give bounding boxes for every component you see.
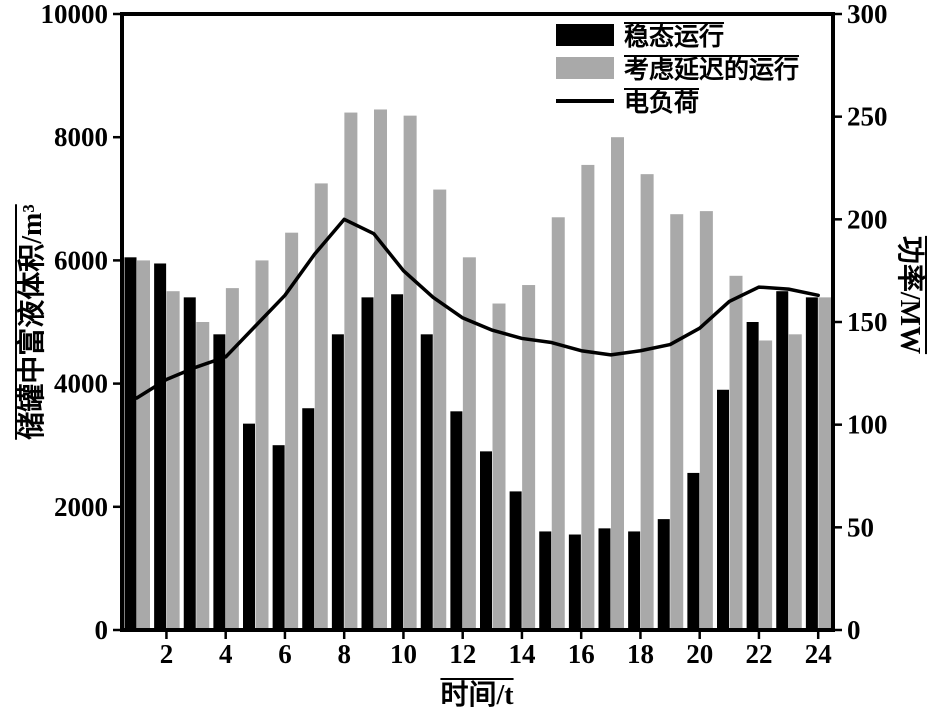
bar-steady [302, 408, 315, 630]
legend: 稳态运行 考虑延迟的运行 电负荷 [556, 22, 799, 117]
bar-steady [568, 534, 581, 630]
bar-delayed [285, 232, 299, 630]
legend-swatch-gray-bar [556, 57, 614, 79]
bar-steady [331, 334, 344, 630]
bar-delayed [462, 257, 476, 630]
bar-delayed [788, 334, 802, 630]
x-tick-label: 16 [568, 639, 595, 669]
x-tick-label: 12 [449, 639, 476, 669]
legend-item-steady: 稳态运行 [556, 22, 799, 51]
bar-steady [450, 411, 463, 630]
x-axis-title: 时间/t [440, 680, 514, 711]
bar-delayed [640, 174, 654, 630]
legend-swatch-black-bar [556, 24, 614, 46]
bar-delayed [670, 214, 684, 630]
left-tick-label: 6000 [54, 245, 108, 275]
legend-item-delayed: 考虑延迟的运行 [556, 55, 799, 84]
bar-delayed [581, 164, 595, 631]
bar-delayed [611, 137, 624, 630]
bar-delayed [374, 109, 387, 631]
bar-delayed [818, 297, 832, 630]
x-tick-label: 24 [805, 639, 832, 669]
bar-steady [687, 472, 700, 630]
x-tick-label: 10 [390, 639, 417, 669]
bar-delayed [403, 115, 417, 630]
bar-steady [776, 291, 789, 630]
bar-delayed [433, 189, 447, 630]
bar-delayed [314, 183, 328, 630]
legend-label-delayed: 考虑延迟的运行 [624, 57, 800, 84]
bar-steady [717, 389, 729, 630]
right-tick-label: 100 [847, 410, 888, 440]
bar-delayed [492, 303, 506, 630]
bar-delayed [255, 260, 269, 630]
bar-delayed [166, 291, 180, 630]
right-tick-label: 300 [847, 0, 888, 29]
bar-delayed [759, 340, 773, 630]
bar-delayed [729, 275, 743, 630]
left-tick-label: 0 [95, 615, 109, 645]
bar-steady [154, 263, 167, 630]
x-tick-label: 2 [160, 639, 174, 669]
x-tick-label: 18 [627, 639, 654, 669]
bar-steady [272, 445, 285, 630]
legend-label-steady: 稳态运行 [624, 24, 725, 51]
right-tick-label: 200 [847, 204, 888, 234]
bar-steady [361, 297, 374, 630]
right-tick-label: 50 [847, 512, 874, 542]
bar-delayed [551, 217, 565, 630]
bar-steady [391, 294, 404, 630]
bar-steady [213, 334, 226, 630]
bar-steady [598, 528, 611, 630]
bar-steady [420, 334, 433, 630]
right-tick-label: 0 [847, 615, 861, 645]
x-tick-label: 22 [745, 639, 772, 669]
right-tick-label: 250 [847, 102, 888, 132]
legend-label-load: 电负荷 [624, 90, 700, 117]
right-axis-title: 功率/MW [894, 235, 925, 355]
legend-item-load: 电负荷 [556, 88, 799, 117]
left-tick-label: 8000 [54, 122, 108, 152]
bar-delayed [344, 112, 358, 630]
left-axis-title: 储罐中富液体积/m³ [17, 204, 48, 440]
bar-steady [746, 322, 759, 630]
bar-steady [657, 519, 670, 630]
bar-delayed [522, 285, 536, 630]
bar-delayed [137, 260, 150, 630]
bar-steady [480, 451, 492, 630]
bar-steady [628, 531, 641, 630]
bar-steady [124, 257, 137, 630]
x-tick-label: 20 [686, 639, 713, 669]
bar-steady [243, 423, 255, 630]
bar-steady [539, 531, 552, 630]
load-line [135, 217, 820, 400]
bar-delayed [699, 211, 713, 630]
bar-steady [509, 491, 522, 630]
x-tick-label: 14 [508, 639, 535, 669]
bar-delayed [225, 288, 239, 630]
left-tick-label: 2000 [54, 492, 108, 522]
bar-steady [183, 297, 196, 630]
left-tick-label: 10000 [41, 0, 109, 29]
legend-swatch-line [556, 99, 614, 103]
bar-delayed [196, 322, 210, 630]
right-tick-label: 150 [847, 307, 888, 337]
left-tick-label: 4000 [54, 369, 108, 399]
bar-steady [805, 297, 818, 630]
x-tick-label: 4 [219, 639, 233, 669]
x-tick-label: 6 [278, 639, 292, 669]
x-tick-label: 8 [337, 639, 351, 669]
